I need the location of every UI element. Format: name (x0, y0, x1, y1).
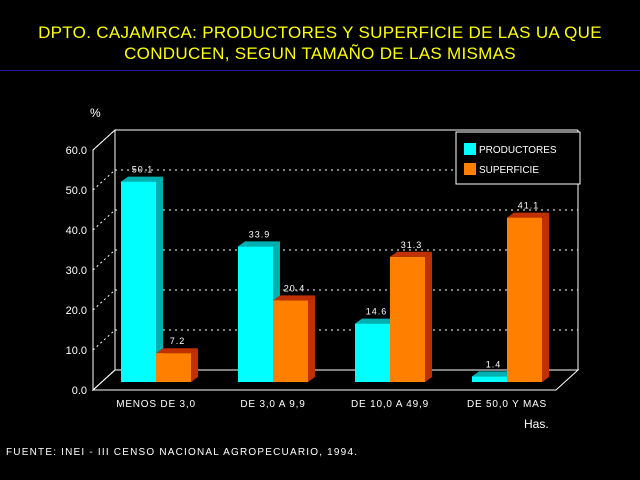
data-label: 20.4 (284, 283, 306, 293)
chart-floor (91, 369, 580, 391)
y-tick-label: 30.0 (66, 265, 87, 277)
x-tick-label: DE 3,0 A 9,9 (240, 399, 305, 410)
chart-title-line1: DPTO. CAJAMRCA: PRODUCTORES Y SUPERFICIE… (38, 23, 602, 42)
bar-top (238, 241, 280, 247)
bar-top (156, 348, 198, 354)
legend-swatch (464, 143, 476, 155)
bar-top (472, 371, 514, 377)
bar-top (355, 318, 397, 324)
legend-label: PRODUCTORES (479, 145, 557, 156)
bar-superficie (390, 256, 425, 382)
y-tick-label: 60.0 (66, 145, 87, 157)
bar-side (156, 176, 163, 382)
gridline-side (92, 169, 116, 191)
legend-swatch (464, 163, 476, 175)
bar-top (390, 251, 432, 257)
y-tick-label: 0.0 (72, 385, 87, 397)
gridline-side (92, 249, 116, 271)
data-label: 33.9 (249, 229, 271, 239)
y-axis-label: % (90, 106, 101, 120)
x-axis-label: Has. (524, 417, 549, 431)
bar-side (542, 212, 549, 382)
x-tick-label: DE 50,0 Y MAS (467, 399, 547, 410)
x-tick-label: DE 10,0 A 49,9 (351, 399, 429, 410)
data-label: 14.6 (366, 307, 388, 317)
y-tick-label: 20.0 (66, 305, 87, 317)
chart-title-line2: CONDUCEN, SEGUN TAMAÑO DE LAS MISMAS (124, 44, 516, 63)
legend-box (455, 131, 581, 185)
chart-title: DPTO. CAJAMRCA: PRODUCTORES Y SUPERFICIE… (0, 22, 640, 64)
x-tick-label: MENOS DE 3,0 (116, 399, 196, 410)
data-label: 7.2 (170, 336, 186, 346)
gridline-side (92, 329, 116, 351)
data-label: 50.1 (132, 165, 154, 175)
y-tick-label: 40.0 (66, 225, 87, 237)
gridline-side (92, 209, 116, 231)
data-label: 1.4 (486, 359, 502, 369)
bar-side (308, 295, 315, 382)
title-divider (0, 70, 640, 71)
data-label: 41.1 (518, 201, 540, 211)
legend-label: SUPERFICIE (479, 165, 539, 176)
bar-productores (472, 376, 507, 382)
bar-superficie (156, 353, 191, 382)
bar-superficie (507, 217, 542, 382)
data-label: 31.3 (401, 240, 423, 250)
y-tick-label: 10.0 (66, 345, 87, 357)
left-wall (92, 128, 116, 392)
bar-top (507, 212, 549, 218)
bar-superficie (273, 300, 308, 382)
bar-side (425, 251, 432, 382)
source-note: FUENTE: INEI - III CENSO NACIONAL AGROPE… (6, 447, 359, 458)
bar-side (191, 348, 198, 382)
bar-productores (355, 323, 390, 382)
gridline-side (92, 289, 116, 311)
bar-productores (238, 246, 273, 382)
bar-productores (121, 181, 156, 382)
bar-top (121, 176, 163, 182)
bar-top (273, 295, 315, 301)
y-tick-label: 50.0 (66, 185, 87, 197)
